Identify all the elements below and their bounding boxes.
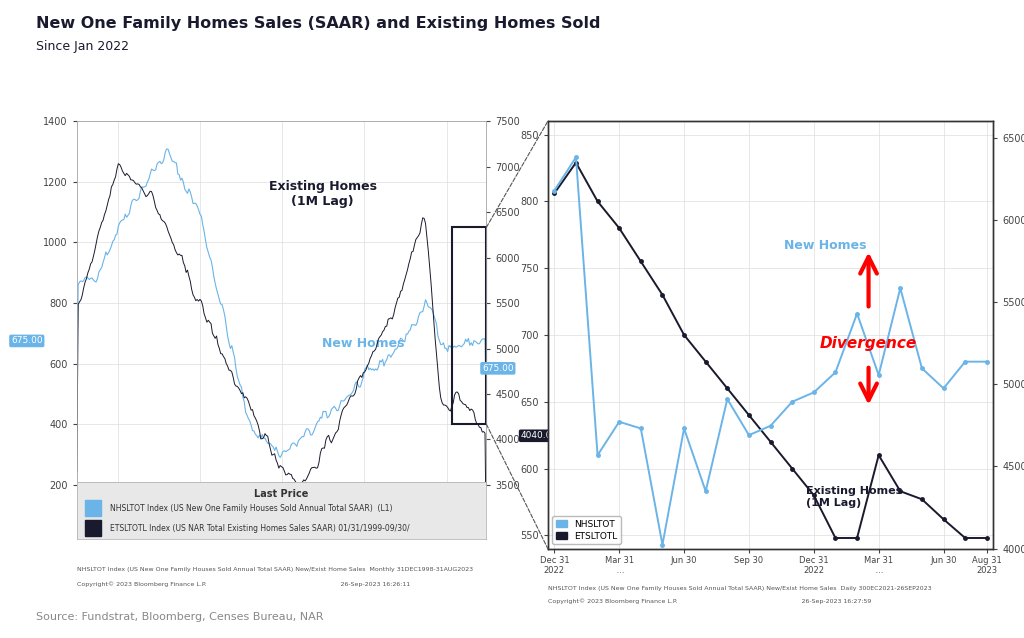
Text: NHSLTOT Index (US New One Family Houses Sold Annual Total SAAR) New/Exist Home S: NHSLTOT Index (US New One Family Houses … <box>77 567 473 572</box>
Text: NHSLTOT Index (US New One Family Houses Sold Annual Total SAAR)  (L1): NHSLTOT Index (US New One Family Houses … <box>110 503 392 512</box>
Text: Existing Homes
(1M Lag): Existing Homes (1M Lag) <box>268 180 377 208</box>
Text: NHSLTOT Index (US New One Family Houses Sold Annual Total SAAR) New/Exist Home S: NHSLTOT Index (US New One Family Houses … <box>548 586 932 591</box>
Text: New Homes: New Homes <box>323 337 404 350</box>
Text: 675.00: 675.00 <box>11 336 43 345</box>
Text: 675.00: 675.00 <box>482 364 514 373</box>
Text: New Homes: New Homes <box>784 239 866 253</box>
Text: New One Family Homes Sales (SAAR) and Existing Homes Sold: New One Family Homes Sales (SAAR) and Ex… <box>36 16 600 31</box>
Text: Last Price: Last Price <box>254 489 309 498</box>
Text: Since Jan 2022: Since Jan 2022 <box>36 40 129 52</box>
Text: Copyright© 2023 Bloomberg Finance L.P.                                          : Copyright© 2023 Bloomberg Finance L.P. <box>548 598 871 604</box>
Text: Divergence: Divergence <box>820 336 918 351</box>
Bar <box>85 500 101 516</box>
Text: Copyright© 2023 Bloomberg Finance L.P.                                          : Copyright© 2023 Bloomberg Finance L.P. <box>77 581 410 587</box>
Text: Existing Homes
(1M Lag): Existing Homes (1M Lag) <box>806 486 902 508</box>
Text: ETSLTOTL Index (US NAR Total Existing Homes Sales SAAR) 01/31/1999-09/30/: ETSLTOTL Index (US NAR Total Existing Ho… <box>110 524 410 533</box>
Bar <box>452 227 486 424</box>
Text: Source: Fundstrat, Bloomberg, Censes Bureau, NAR: Source: Fundstrat, Bloomberg, Censes Bur… <box>36 612 324 622</box>
Legend: NHSLTOT, ETSLTOTL: NHSLTOT, ETSLTOTL <box>552 516 621 544</box>
Bar <box>85 520 101 536</box>
Text: 4040.00: 4040.00 <box>520 431 558 440</box>
